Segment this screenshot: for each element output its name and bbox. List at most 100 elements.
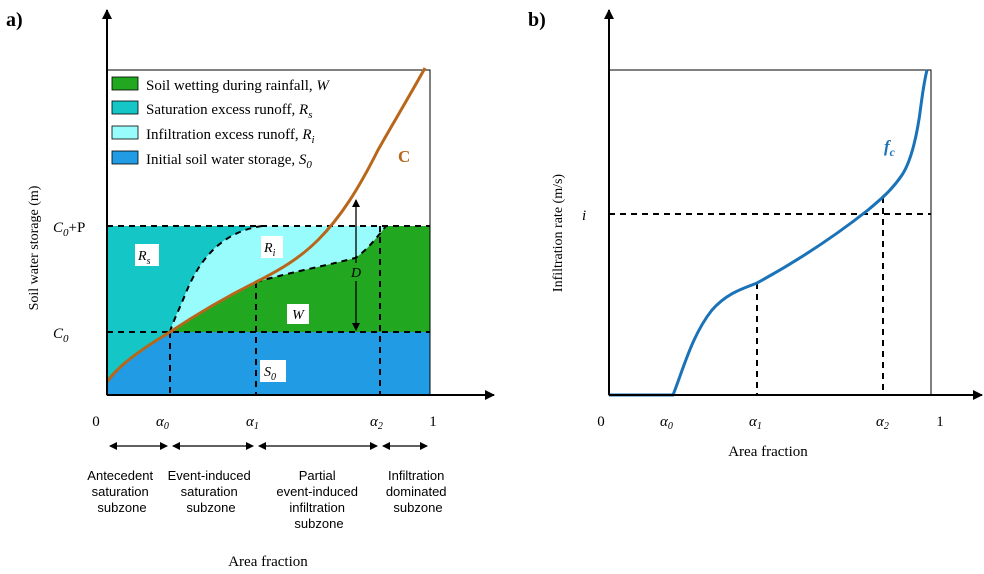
x-tick-b-a1: α1 — [749, 414, 762, 432]
panel-b-xlabel: Area fraction — [728, 444, 808, 460]
legend-text-ri: Infiltration excess runoff, — [146, 127, 302, 143]
legend-sub-s0: 0 — [306, 159, 312, 171]
y-tick-i: i — [582, 208, 586, 224]
subzone-1-line-3: subzone — [97, 500, 146, 515]
subzone-1-line-2: saturation — [92, 484, 149, 499]
x-tick-b-a0-sub: 0 — [668, 421, 673, 432]
curve-fc-label-sym: f — [884, 137, 892, 156]
svg-text:Rs: Rs — [137, 249, 151, 267]
svg-text:S0: S0 — [264, 365, 276, 383]
x-tick-b-one: 1 — [936, 414, 944, 430]
x-tick-a-a1: α1 — [246, 414, 259, 432]
label-s0-sym: S — [264, 365, 271, 380]
x-tick-a-a2-sym: α — [370, 414, 379, 430]
subzone-1: Antecedent saturation subzone — [87, 468, 156, 515]
subzone-labels: Antecedent saturation subzone Event-indu… — [87, 468, 450, 531]
y-tick-c0p-rest: +P — [69, 220, 86, 236]
label-ri-sub: i — [273, 248, 276, 259]
panel-a-label: a) — [6, 9, 23, 31]
d-label: D — [350, 266, 361, 281]
x-tick-a-one: 1 — [429, 414, 437, 430]
legend-swatch-ri — [111, 125, 139, 140]
subzone-3: Partial event-induced infiltration subzo… — [276, 468, 361, 531]
legend-sym-w: W — [316, 78, 330, 94]
subzone-1-line-1: Antecedent — [87, 468, 153, 483]
label-s0: S0 — [260, 360, 286, 383]
region-w — [170, 226, 430, 332]
legend: Soil wetting during rainfall, W Saturati… — [111, 76, 330, 171]
y-tick-c0p-c: C — [53, 220, 64, 236]
x-tick-a-zero: 0 — [92, 414, 100, 430]
subzone-4-line-3: subzone — [393, 500, 442, 515]
subzone-3-line-3: infiltration — [289, 500, 345, 515]
x-tick-a-a1-sym: α — [246, 414, 255, 430]
x-tick-a-a0-sym: α — [156, 414, 165, 430]
legend-sym-rs: R — [298, 102, 308, 118]
x-tick-b-a0-sym: α — [660, 414, 669, 430]
x-tick-b-a0: α0 — [660, 414, 673, 432]
curve-fc — [609, 69, 929, 397]
legend-swatch-s0 — [111, 150, 139, 165]
label-s0-sub: 0 — [271, 372, 276, 383]
x-tick-a-a1-sub: 1 — [254, 421, 259, 432]
subzone-2: Event-induced saturation subzone — [168, 468, 255, 515]
panel-b: b) fc Infiltration rate (m/s) i 0 α0 α1 … — [528, 9, 983, 460]
label-w-text: W — [292, 308, 305, 323]
subzone-3-line-2: event-induced — [276, 484, 358, 499]
panel-a-ylabel: Soil water storage (m) — [27, 185, 42, 310]
x-tick-b-a2-sym: α — [876, 414, 885, 430]
dash-rs-boundary — [169, 225, 263, 333]
legend-text-rs: Saturation excess runoff, — [146, 102, 299, 118]
panel-a-dashed-lines — [107, 225, 430, 395]
legend-text-w: Soil wetting during rainfall, — [146, 78, 316, 94]
svg-text:Ri: Ri — [263, 241, 276, 259]
curve-fc-label: fc — [884, 137, 896, 159]
panel-b-label: b) — [528, 9, 546, 31]
panel-b-ylabel: Infiltration rate (m/s) — [551, 174, 566, 293]
panel-a-xlabel: Area fraction — [228, 554, 308, 570]
x-tick-b-a2-sub: 2 — [884, 421, 889, 432]
subzone-3-line-4: subzone — [294, 516, 343, 531]
x-tick-b-zero: 0 — [597, 414, 605, 430]
y-tick-c0-c: C — [53, 326, 64, 342]
label-w: W — [287, 304, 309, 324]
x-tick-a-a2: α2 — [370, 414, 383, 432]
legend-sub-ri: i — [312, 134, 315, 146]
subzone-2-line-1: Event-induced — [168, 468, 251, 483]
legend-sub-rs: s — [308, 109, 312, 121]
legend-item-rs: Saturation excess runoff, Rs — [111, 100, 312, 121]
panel-b-dashed-lines — [609, 197, 931, 395]
svg-text:Infiltration excess runoff, Ri: Infiltration excess runoff, Ri — [146, 127, 315, 146]
subzone-2-line-2: saturation — [181, 484, 238, 499]
y-tick-c0p-sub: 0 — [63, 227, 69, 239]
y-tick-c0-sub: 0 — [63, 333, 69, 345]
legend-text-s0: Initial soil water storage, — [146, 152, 299, 168]
svg-text:Initial soil water storage, S0: Initial soil water storage, S0 — [146, 152, 312, 171]
panel-a: a) C D — [6, 9, 495, 570]
legend-swatch-rs — [111, 100, 139, 115]
legend-item-w: Soil wetting during rainfall, W — [111, 76, 330, 94]
label-rs: Rs — [135, 244, 159, 267]
x-tick-b-a1-sym: α — [749, 414, 758, 430]
label-ri: Ri — [261, 236, 283, 259]
subzone-2-line-3: subzone — [186, 500, 235, 515]
x-tick-b-a1-sub: 1 — [757, 421, 762, 432]
legend-sym-ri: R — [301, 127, 311, 143]
label-rs-sub: s — [147, 256, 151, 267]
x-tick-a-a2-sub: 2 — [378, 421, 383, 432]
y-tick-c0p: C0+P — [53, 220, 85, 239]
label-ri-sym: R — [263, 241, 273, 256]
svg-text:Saturation excess runoff, Rs: Saturation excess runoff, Rs — [146, 102, 312, 121]
subzone-4: Infiltration dominated subzone — [386, 468, 450, 515]
legend-swatch-w — [111, 76, 139, 91]
x-tick-a-a0: α0 — [156, 414, 169, 432]
legend-item-ri: Infiltration excess runoff, Ri — [111, 125, 315, 146]
x-tick-a-a0-sub: 0 — [164, 421, 169, 432]
curve-c-label: C — [398, 147, 410, 166]
legend-item-s0: Initial soil water storage, S0 — [111, 150, 312, 171]
subzone-4-line-2: dominated — [386, 484, 447, 499]
label-rs-sym: R — [137, 249, 147, 264]
curve-c — [105, 67, 427, 383]
legend-sym-s0: S — [299, 152, 307, 168]
